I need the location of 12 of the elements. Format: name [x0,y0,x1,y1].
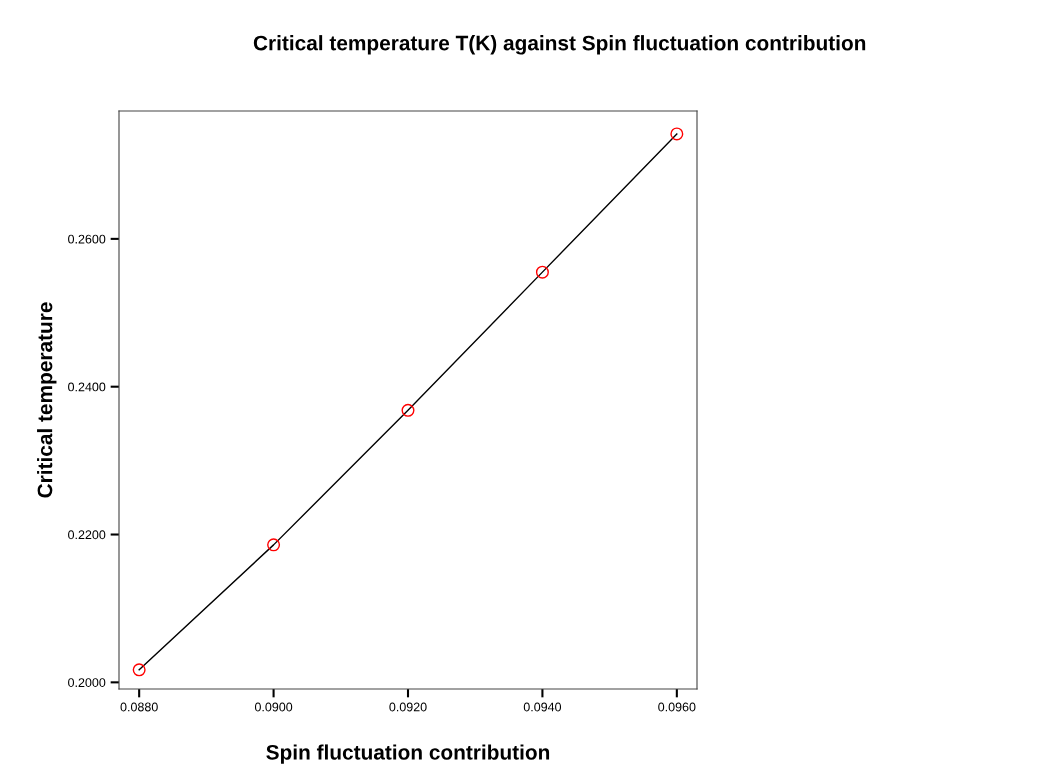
x-tick-label: 0.0880 [120,702,158,712]
y-tick-label: 0.2200 [68,530,106,540]
x-tick-label: 0.0920 [389,702,427,712]
chart-title: Critical temperature T(K) against Spin fluctuation contribution [253,35,866,55]
y-tick-label: 0.2600 [68,234,106,244]
y-tick-label: 0.2400 [68,382,106,392]
x-tick-label: 0.0940 [523,702,562,712]
x-tick-label: 0.0900 [254,702,293,712]
x-tick-label: 0.0960 [658,702,696,712]
y-tick-label: 0.2000 [68,678,106,687]
x-axis-title: Spin fluctuation contribution [266,744,550,764]
y-axis-title: Critical temperature [37,302,57,498]
